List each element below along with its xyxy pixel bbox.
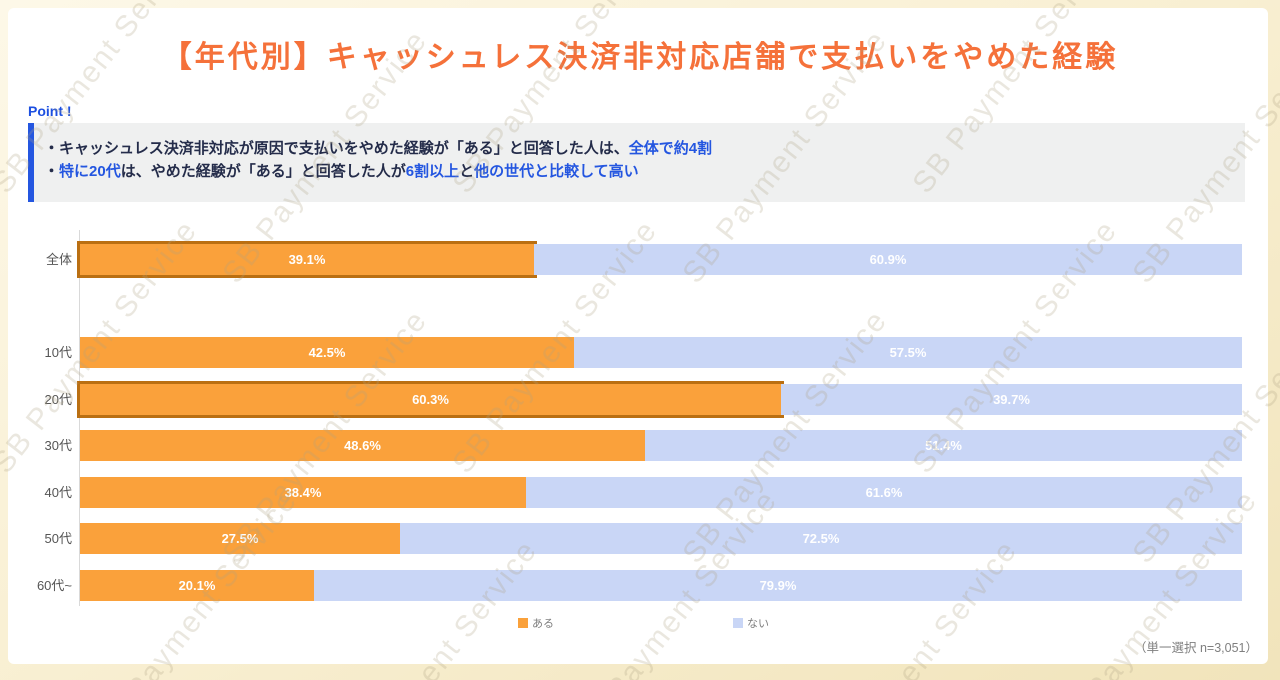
bar-value-label: 27.5%	[221, 531, 259, 546]
bar-value-label: 72.5%	[802, 531, 840, 546]
bar-segment-aru: 27.5%	[80, 523, 400, 554]
bar-segment-nai: 57.5%	[574, 337, 1242, 368]
legend-item-nai: ない	[733, 615, 769, 631]
point-text: ・	[44, 163, 60, 180]
legend-label-nai: ない	[747, 618, 769, 630]
bar-value-label: 38.4%	[284, 485, 322, 500]
point-text: は、やめた経験が「ある」と回答した人が	[120, 163, 406, 180]
bar-value-label: 39.7%	[993, 392, 1030, 407]
category-label: 50代	[44, 531, 72, 546]
point-label: Point !	[28, 103, 72, 119]
legend-item-aru: ある	[518, 615, 554, 631]
point-text-highlight: 全体で約4割	[628, 140, 713, 157]
legend-swatch-nai	[733, 618, 743, 628]
point-text: ・キャッシュレス決済非対応が原因で支払いをやめた経験が「ある」と回答した人は、	[44, 140, 629, 157]
bar-value-label: 48.6%	[344, 438, 381, 453]
category-label: 60代~	[36, 578, 72, 593]
bar-segment-nai: 72.5%	[400, 523, 1242, 554]
page-title: 【年代別】キャッシュレス決済非対応店舗で支払いをやめた経験	[161, 41, 1119, 74]
point-text-highlight: 特に20代	[59, 163, 121, 180]
bar-value-label: 60.9%	[869, 252, 907, 267]
bar-segment-nai: 79.9%	[314, 570, 1242, 601]
legend-swatch-aru	[518, 618, 528, 628]
category-label: 30代	[44, 438, 72, 453]
bar-segment-nai: 60.9%	[534, 244, 1242, 275]
bar-segment-nai: 39.7%	[781, 384, 1242, 415]
bar-value-label: 42.5%	[308, 345, 346, 360]
chart-axis-line	[79, 230, 80, 606]
category-label: 40代	[44, 485, 72, 500]
sample-note: （単一選択 n=3,051）	[1133, 641, 1258, 655]
bar-segment-aru: 48.6%	[80, 430, 645, 461]
category-label: 20代	[44, 392, 72, 407]
bar-value-label: 60.3%	[412, 392, 449, 407]
point-text-highlight: 他の世代と比較して高い	[474, 163, 639, 180]
category-label: 10代	[44, 345, 72, 360]
legend-label-aru: ある	[532, 618, 554, 630]
bar-value-label: 61.6%	[865, 485, 903, 500]
point-text-highlight: 6割以上	[405, 163, 460, 180]
bar-value-label: 39.1%	[288, 252, 326, 267]
bar-value-label: 51.4%	[925, 438, 962, 453]
bar-segment-aru: 20.1%	[80, 570, 314, 601]
point-line-1: ・キャッシュレス決済非対応が原因で支払いをやめた経験が「ある」と回答した人は、全…	[44, 137, 1245, 160]
bar-segment-nai: 61.6%	[526, 477, 1242, 508]
bar-value-label: 79.9%	[759, 578, 797, 593]
bar-segment-aru: 60.3%	[77, 381, 784, 418]
bar-segment-aru: 42.5%	[80, 337, 574, 368]
point-text: と	[459, 163, 475, 180]
point-line-2: ・特に20代は、やめた経験が「ある」と回答した人が6割以上と他の世代と比較して高…	[44, 160, 1245, 183]
bar-value-label: 20.1%	[178, 578, 216, 593]
content-panel	[8, 8, 1268, 664]
category-label: 全体	[45, 252, 72, 267]
bar-segment-aru: 39.1%	[77, 241, 537, 278]
point-box: ・キャッシュレス決済非対応が原因で支払いをやめた経験が「ある」と回答した人は、全…	[28, 123, 1245, 202]
bar-value-label: 57.5%	[889, 345, 927, 360]
bar-segment-aru: 38.4%	[80, 477, 526, 508]
bar-segment-nai: 51.4%	[645, 430, 1242, 461]
